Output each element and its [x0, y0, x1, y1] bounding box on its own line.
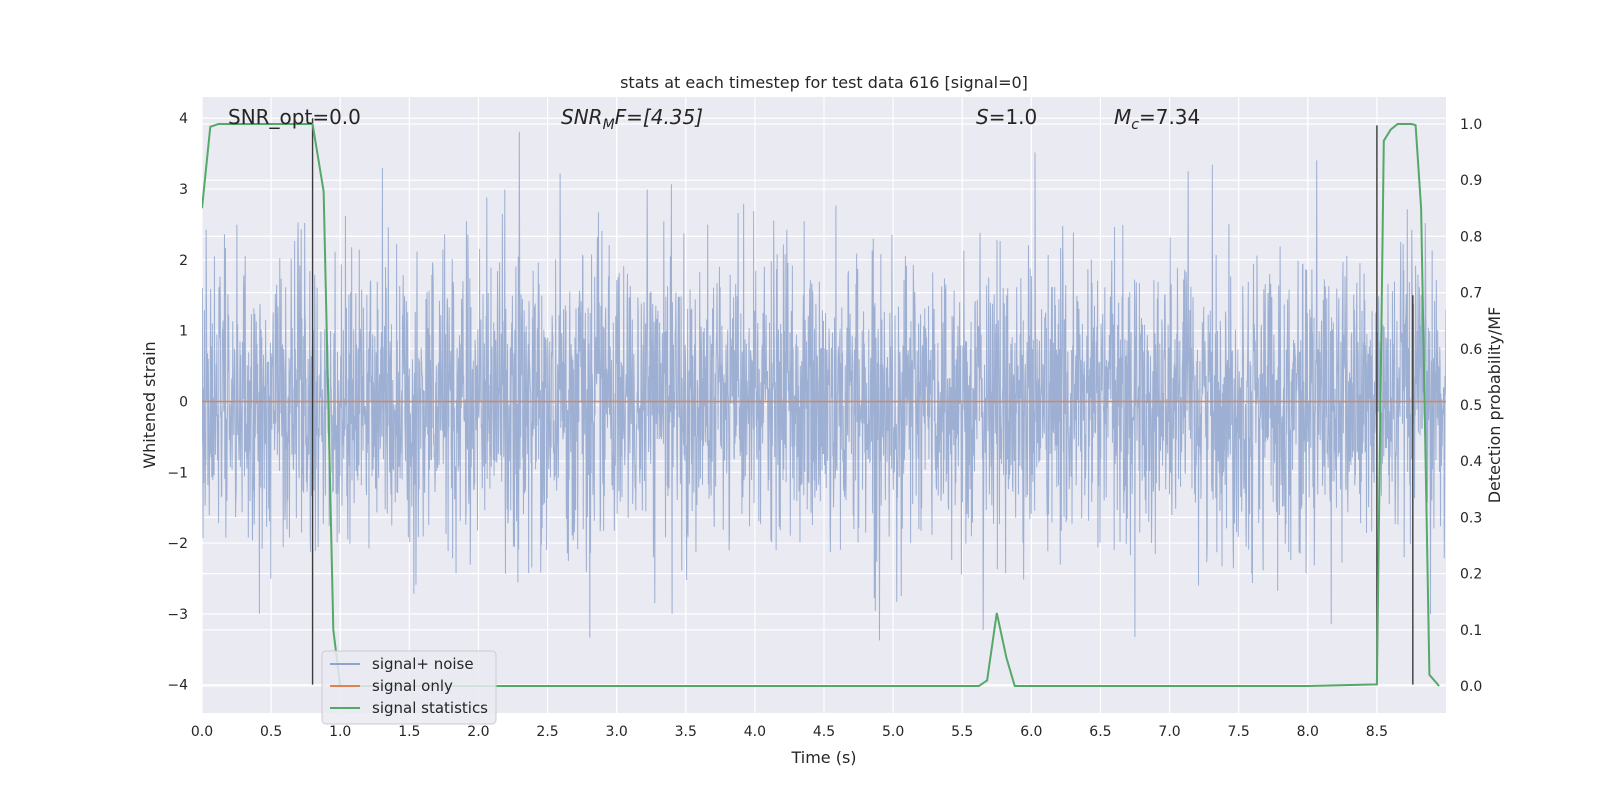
y-tick-label: 0: [179, 394, 188, 410]
y2-tick-label: 0.9: [1460, 173, 1482, 189]
legend: signal+ noise signal only signal statist…: [321, 650, 497, 725]
y2-tick-label: 0.8: [1460, 229, 1482, 245]
annotation-s: S=1.0: [976, 105, 1037, 129]
series-signal-statistics: [202, 122, 1440, 688]
x-tick-label: 7.0: [1158, 724, 1180, 740]
y-tick-label: −4: [167, 678, 188, 694]
legend-label-signal-only: signal only: [372, 677, 453, 695]
x-tick-label: 2.0: [467, 724, 489, 740]
x-tick-label: 8.5: [1366, 724, 1388, 740]
legend-box: [321, 650, 497, 725]
x-tick-label: 7.5: [1228, 724, 1250, 740]
x-tick-label: 6.0: [1020, 724, 1042, 740]
annotation-snr-opt: SNR_opt=0.0: [228, 105, 361, 129]
annotation-s-main: S: [976, 105, 989, 129]
annotation-mc: Mc=7.34: [1114, 105, 1200, 133]
annotation-snr-mf: SNRMF=[4.35]: [561, 105, 703, 133]
y-tick-labels: 4 3 2 1 0 −1 −2 −3 −4: [167, 111, 188, 693]
chart-title: stats at each timestep for test data 616…: [620, 73, 1028, 92]
x-tick-label: 4.0: [744, 724, 766, 740]
signal-statistics-line: [202, 122, 1440, 688]
x-tick-label: 2.5: [536, 724, 558, 740]
y2-tick-label: 0.1: [1460, 623, 1482, 639]
annotation-mc-main: M: [1114, 105, 1131, 129]
y2-tick-label: 1.0: [1460, 117, 1482, 133]
x-tick-labels: 0.0 0.5 1.0 1.5 2.0 2.5 3.0 3.5 4.0 4.5 5.0 5.5 6.0 6…: [191, 724, 1388, 740]
y-tick-label: −2: [167, 536, 188, 552]
legend-label-signal-statistics: signal statistics: [372, 699, 488, 717]
y2-tick-label: 0.3: [1460, 510, 1482, 526]
x-tick-label: 0.5: [260, 724, 282, 740]
annotation-snr-mf-main: SNR: [561, 105, 603, 129]
y2-tick-label: 0.0: [1460, 679, 1482, 695]
y2-tick-label: 0.6: [1460, 342, 1482, 358]
x-tick-label: 1.5: [398, 724, 420, 740]
y2-tick-label: 0.5: [1460, 398, 1482, 414]
x-tick-label: 8.0: [1297, 724, 1319, 740]
vertical-lines: [311, 118, 1414, 685]
annotation-mc-sub: c: [1131, 117, 1139, 133]
y-tick-label: 2: [179, 253, 188, 269]
y-tick-label: −1: [167, 465, 188, 481]
annotation-mc-rest: =7.34: [1139, 105, 1200, 129]
x-tick-label: 3.5: [675, 724, 697, 740]
y2-tick-labels: 1.0 0.9 0.8 0.7 0.6 0.5 0.4 0.3 0.2 0.1 0.0: [1460, 117, 1482, 695]
y2-tick-label: 0.7: [1460, 286, 1482, 302]
y-tick-label: 4: [179, 111, 188, 127]
y-axis-label: Whitened strain: [140, 341, 159, 468]
x-tick-label: 1.0: [329, 724, 351, 740]
annotation-snr-mf-rest: F=[4.35]: [615, 105, 703, 129]
x-tick-label: 5.5: [951, 724, 973, 740]
annotation-s-rest: =1.0: [989, 105, 1038, 129]
x-tick-label: 0.0: [191, 724, 213, 740]
x-tick-label: 3.0: [606, 724, 628, 740]
annotation-snr-mf-sub: M: [603, 117, 615, 133]
y2-axis-label: Detection probability/MF: [1485, 307, 1504, 504]
y-tick-label: −3: [167, 607, 188, 623]
y-tick-label: 3: [179, 182, 188, 198]
y2-tick-label: 0.2: [1460, 567, 1482, 583]
x-axis-label: Time (s): [790, 748, 856, 767]
y2-tick-label: 0.4: [1460, 454, 1482, 470]
x-tick-label: 5.0: [882, 724, 904, 740]
y-tick-label: 1: [179, 324, 188, 340]
x-tick-label: 4.5: [813, 724, 835, 740]
legend-label-signal-noise: signal+ noise: [372, 655, 474, 673]
x-tick-label: 6.5: [1089, 724, 1111, 740]
